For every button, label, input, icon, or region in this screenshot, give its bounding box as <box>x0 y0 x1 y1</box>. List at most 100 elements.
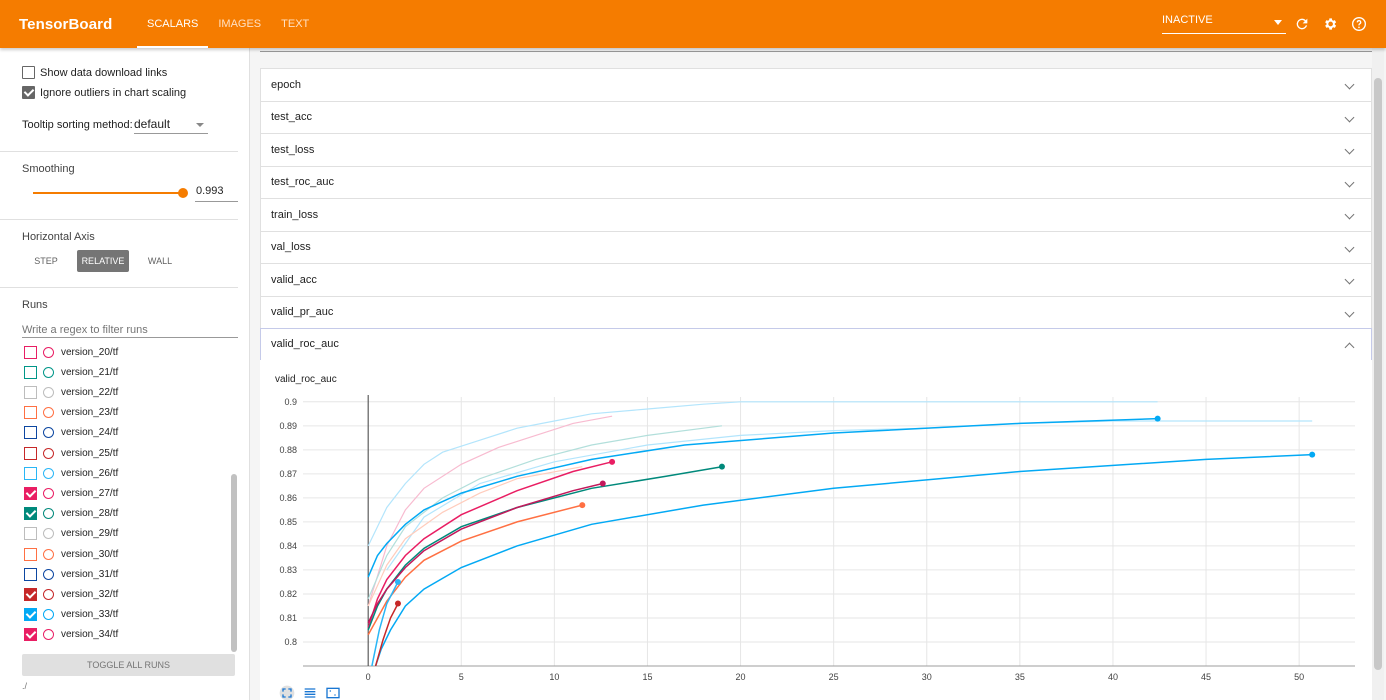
run-color-swatch[interactable] <box>43 548 54 560</box>
run-color-swatch[interactable] <box>43 366 54 378</box>
refresh-icon[interactable] <box>1294 16 1310 32</box>
run-checkbox[interactable] <box>24 486 37 500</box>
run-checkbox[interactable] <box>24 587 37 601</box>
log-scale-icon[interactable] <box>302 685 318 700</box>
run-color-swatch[interactable] <box>43 588 54 600</box>
series-end-point <box>394 578 401 585</box>
category-epoch[interactable]: epoch <box>260 68 1372 101</box>
tab-images[interactable]: IMAGES <box>218 18 262 30</box>
category-train-loss[interactable]: train_loss <box>260 198 1372 231</box>
run-label: version_23/tf <box>61 407 119 419</box>
category-val-loss[interactable]: val_loss <box>260 230 1372 263</box>
run-checkbox[interactable] <box>24 547 37 561</box>
horizontal-axis-label: Horizontal Axis <box>22 231 95 243</box>
show-download-links-checkbox[interactable] <box>22 66 35 79</box>
run-color-swatch[interactable] <box>43 508 54 520</box>
run-color-swatch[interactable] <box>43 386 54 398</box>
line-chart[interactable]: 0 5 10 15 20 25 30 35 40 45 50 0.8 0.81 0.82 0.83 0.84 0… <box>260 360 1372 700</box>
run-item[interactable]: version_22/tf <box>24 385 118 399</box>
run-color-swatch[interactable] <box>43 568 54 580</box>
ignore-outliers-row[interactable]: Ignore outliers in chart scaling <box>22 86 186 99</box>
run-item[interactable]: version_24/tf <box>24 426 118 440</box>
run-item[interactable]: version_31/tf <box>24 567 118 581</box>
chevron-down-icon <box>1344 79 1355 90</box>
category-test-roc-auc[interactable]: test_roc_auc <box>260 165 1372 198</box>
y-tick-label: 0.82 <box>279 589 297 599</box>
run-checkbox[interactable] <box>24 527 37 541</box>
show-download-links-label: Show data download links <box>40 66 168 79</box>
run-item[interactable]: version_23/tf <box>24 406 118 420</box>
run-label: version_26/tf <box>61 467 119 479</box>
run-color-swatch[interactable] <box>43 407 54 419</box>
expand-icon[interactable] <box>279 685 295 700</box>
tag-filter-input[interactable] <box>260 48 1372 52</box>
tooltip-sorting-select[interactable]: default <box>134 117 208 134</box>
run-checkbox[interactable] <box>24 466 37 480</box>
smoothing-slider-handle[interactable] <box>178 188 188 198</box>
run-color-swatch[interactable] <box>43 528 54 540</box>
chevron-down-icon <box>1344 242 1355 252</box>
run-list-scrollbar[interactable] <box>231 474 237 652</box>
run-item[interactable]: version_32/tf <box>24 587 118 601</box>
series-end-point <box>394 600 401 607</box>
run-color-swatch[interactable] <box>43 346 54 358</box>
run-item[interactable]: version_33/tf <box>24 608 118 622</box>
run-checkbox[interactable] <box>24 406 37 420</box>
run-item[interactable]: version_26/tf <box>24 466 118 480</box>
tab-text[interactable]: TEXT <box>281 18 310 30</box>
series-line <box>371 581 399 666</box>
run-color-swatch[interactable] <box>43 609 54 621</box>
run-label: version_31/tf <box>61 568 119 580</box>
help-icon[interactable] <box>1351 16 1367 32</box>
show-download-links-row[interactable]: Show data download links <box>22 66 167 79</box>
runs-filter-input[interactable] <box>22 322 238 338</box>
run-item[interactable]: version_29/tf <box>24 527 118 541</box>
run-checkbox[interactable] <box>24 628 37 642</box>
run-item[interactable]: version_27/tf <box>24 486 118 500</box>
fit-domain-icon[interactable] <box>325 685 341 700</box>
run-label: version_20/tf <box>61 346 119 358</box>
toggle-all-runs-button[interactable]: TOGGLE ALL RUNS <box>22 654 235 676</box>
settings-icon[interactable] <box>1322 16 1338 32</box>
run-item[interactable]: version_25/tf <box>24 446 118 460</box>
run-checkbox[interactable] <box>24 426 37 440</box>
run-checkbox[interactable] <box>24 365 37 379</box>
smoothing-value-input[interactable]: 0.993 <box>195 185 238 202</box>
run-item[interactable]: version_20/tf <box>24 345 118 359</box>
category-test-loss[interactable]: test_loss <box>260 133 1372 166</box>
run-item[interactable]: version_30/tf <box>24 547 118 561</box>
run-item[interactable]: version_34/tf <box>24 628 118 642</box>
x-tick-label: 30 <box>922 672 932 682</box>
run-state-select[interactable]: INACTIVE <box>1162 14 1286 34</box>
run-checkbox[interactable] <box>24 345 37 359</box>
run-color-swatch[interactable] <box>43 467 54 479</box>
category-valid-pr-auc[interactable]: valid_pr_auc <box>260 295 1372 328</box>
run-color-swatch[interactable] <box>43 487 54 499</box>
run-item[interactable]: version_21/tf <box>24 365 118 379</box>
run-item[interactable]: version_28/tf <box>24 507 118 521</box>
category-valid-roc-auc[interactable]: valid_roc_auc <box>260 328 1372 361</box>
run-checkbox[interactable] <box>24 385 37 399</box>
run-color-swatch[interactable] <box>43 427 54 439</box>
run-checkbox[interactable] <box>24 446 37 460</box>
axis-wall-button[interactable]: WALL <box>147 256 173 266</box>
category-test-acc[interactable]: test_acc <box>260 100 1372 133</box>
smoothing-slider-track[interactable] <box>33 192 182 194</box>
axis-relative-button[interactable]: RELATIVE <box>77 250 129 272</box>
axis-step-button[interactable]: STEP <box>34 256 58 266</box>
ignore-outliers-checkbox[interactable] <box>22 86 35 99</box>
series-end-point <box>609 458 616 465</box>
category-valid-acc[interactable]: valid_acc <box>260 263 1372 296</box>
run-color-swatch[interactable] <box>43 629 54 641</box>
top-bar: TensorBoard SCALARS IMAGES TEXT INACTIVE <box>0 0 1386 48</box>
category-label: test_acc <box>271 111 312 124</box>
run-checkbox[interactable] <box>24 608 37 622</box>
log-dir-path: ./ <box>22 681 28 691</box>
run-checkbox[interactable] <box>24 507 37 521</box>
run-color-swatch[interactable] <box>43 447 54 459</box>
main-scrollbar-thumb[interactable] <box>1374 78 1382 670</box>
run-label: version_29/tf <box>61 528 119 540</box>
tab-scalars[interactable]: SCALARS <box>137 0 209 48</box>
chevron-down-icon <box>1344 209 1355 220</box>
run-checkbox[interactable] <box>24 567 37 581</box>
